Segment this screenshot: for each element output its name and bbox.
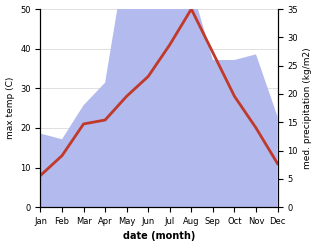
Y-axis label: med. precipitation (kg/m2): med. precipitation (kg/m2) bbox=[303, 47, 313, 169]
X-axis label: date (month): date (month) bbox=[123, 231, 195, 242]
Y-axis label: max temp (C): max temp (C) bbox=[5, 77, 15, 139]
